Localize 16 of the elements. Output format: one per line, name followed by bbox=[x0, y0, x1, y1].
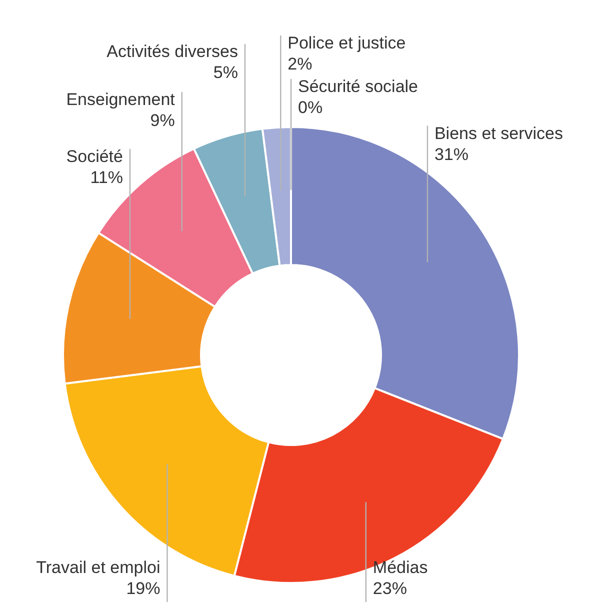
data-label: 2% bbox=[288, 54, 312, 74]
data-label: 23% bbox=[372, 579, 407, 598]
slice-label: Médias bbox=[372, 558, 428, 577]
slice-label: Activités diverses bbox=[106, 42, 238, 62]
data-label: 5% bbox=[213, 63, 238, 82]
data-label: 31% bbox=[434, 144, 468, 164]
slice-label: Police et justice bbox=[288, 33, 406, 52]
text: 0% bbox=[298, 98, 323, 117]
category-label: Sécurité sociale bbox=[298, 77, 418, 96]
slice-label: Société bbox=[66, 146, 123, 166]
data-label: 19% bbox=[126, 579, 160, 598]
slice-label: Biens et services bbox=[434, 124, 563, 143]
slice-label: Travail et emploi bbox=[36, 558, 160, 577]
slice-label: Enseignement bbox=[66, 90, 176, 109]
data-label: 11% bbox=[90, 168, 123, 187]
data-label: 9% bbox=[150, 110, 175, 130]
